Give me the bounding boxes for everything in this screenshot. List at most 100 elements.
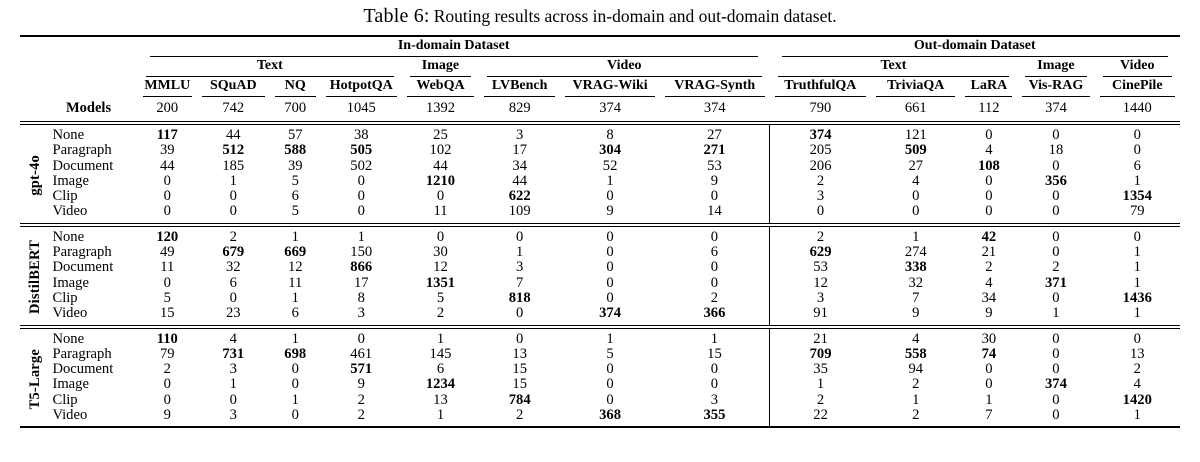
data-cell: 4 bbox=[1133, 376, 1141, 393]
data-cell: 0 bbox=[357, 172, 365, 189]
dataset-header-label: TriviaQA bbox=[887, 78, 945, 93]
subgroup-header-label: Text bbox=[256, 58, 283, 73]
data-cell: 1436 bbox=[1122, 289, 1152, 306]
data-cell: 1 bbox=[1133, 407, 1141, 424]
data-cell: 1 bbox=[1133, 172, 1141, 189]
dataset-header-underline: NQ bbox=[274, 77, 316, 97]
data-cell: 374 bbox=[769, 124, 872, 144]
data-cell: 18 bbox=[1048, 142, 1064, 159]
model-label-cell: T5-Large bbox=[20, 328, 50, 427]
data-cell: 9 bbox=[912, 305, 920, 322]
data-cell: 3 bbox=[357, 305, 365, 322]
data-cell: 9 bbox=[985, 305, 993, 322]
subgroup-header-text: Text bbox=[138, 57, 402, 77]
separator-line bbox=[20, 121, 1180, 125]
data-cell: 205 bbox=[769, 142, 872, 159]
data-cell: 39 bbox=[287, 157, 303, 174]
subgroup-header-video: Video bbox=[479, 57, 769, 77]
data-cell: 338 bbox=[904, 259, 927, 276]
data-cell: 42 bbox=[981, 228, 997, 245]
header-row-groups: In-domain Dataset Out-domain Dataset bbox=[20, 36, 1180, 57]
routing-table: In-domain Dataset Out-domain Dataset Text I… bbox=[20, 35, 1180, 429]
data-cell: 669 bbox=[284, 244, 307, 261]
data-cell: 1 bbox=[291, 391, 299, 408]
table-row: Video 0 0 5 0 11 109 9 14 0 0 0 0 79 bbox=[20, 203, 1180, 224]
models-column-header: Models bbox=[66, 100, 112, 116]
row-label-paragraph: Paragraph bbox=[52, 142, 112, 159]
data-cell: 1351 bbox=[425, 274, 456, 291]
dataset-header-underline: LVBench bbox=[484, 77, 556, 97]
double-rule-separator bbox=[20, 324, 1180, 329]
data-cell: 15 bbox=[707, 345, 722, 362]
data-cell: 13 bbox=[512, 345, 527, 362]
data-cell: 34 bbox=[512, 157, 527, 174]
data-cell: 22 bbox=[769, 407, 872, 428]
dataset-header-underline: SQuAD bbox=[201, 77, 265, 97]
data-cell: 0 bbox=[606, 274, 614, 291]
data-cell: 1 bbox=[1133, 244, 1141, 261]
separator-line bbox=[20, 324, 1180, 329]
data-cell: 17 bbox=[512, 142, 527, 159]
data-cell: 0 bbox=[357, 203, 365, 220]
data-cell: 2 bbox=[357, 407, 365, 424]
data-cell: 0 bbox=[516, 228, 524, 245]
data-cell: 15 bbox=[512, 361, 527, 378]
table-row: Image 0 6 11 17 1351 7 0 0 12 32 4 371 1 bbox=[20, 274, 1180, 291]
dataset-header-underline: Vis-RAG bbox=[1022, 77, 1090, 97]
data-cell: 1 bbox=[291, 330, 299, 347]
data-cell: 1 bbox=[436, 407, 445, 424]
table-row: Clip 0 0 1 2 13 784 0 3 2 1 1 0 1420 bbox=[20, 391, 1180, 409]
data-cell: 0 bbox=[163, 274, 171, 291]
data-cell: 304 bbox=[599, 142, 622, 159]
row-label-document: Document bbox=[52, 361, 114, 378]
data-cell: 4 bbox=[985, 142, 993, 159]
data-cell: 9 bbox=[710, 172, 719, 189]
model-block-distilbert: DistilBERT None 120 2 1 1 0 0 0 0 2 1 42 0 0 Paragraph 4… bbox=[20, 226, 1180, 326]
data-cell: 1 bbox=[1133, 305, 1141, 322]
data-cell: 2 bbox=[1052, 259, 1060, 276]
data-cell: 0 bbox=[606, 228, 614, 245]
data-cell: 3 bbox=[229, 407, 237, 424]
data-cell: 6 bbox=[436, 361, 445, 378]
data-cell: 1234 bbox=[425, 376, 456, 393]
data-cell: 7 bbox=[912, 289, 920, 306]
data-cell: 3 bbox=[516, 259, 524, 276]
model-block-gpt-4o: gpt-4o None 117 44 57 38 25 3 8 27 374 121 0 0 0 Paragr… bbox=[20, 124, 1180, 224]
data-cell: 0 bbox=[1052, 228, 1060, 245]
data-cell: 0 bbox=[606, 391, 614, 408]
data-cell: 94 bbox=[908, 361, 924, 378]
data-cell: 23 bbox=[225, 305, 241, 322]
data-cell: 1 bbox=[291, 289, 299, 306]
separator-row bbox=[20, 121, 1180, 125]
data-cell: 0 bbox=[229, 203, 237, 220]
model-label-cell: gpt-4o bbox=[20, 125, 50, 224]
data-cell: 1 bbox=[606, 172, 614, 189]
data-cell: 44 bbox=[512, 172, 527, 189]
data-cell: 2 bbox=[769, 226, 872, 246]
data-cell: 34 bbox=[981, 289, 997, 306]
row-label-document: Document bbox=[52, 259, 114, 276]
dataset-header-label: MMLU bbox=[144, 78, 191, 93]
row-label-none: None bbox=[52, 330, 85, 347]
header-row-datasets: MMLU SQuAD NQ HotpotQA WebQA LVBench VRAG-Wiki… bbox=[20, 77, 1180, 97]
data-cell: 53 bbox=[707, 157, 722, 174]
model-block-t5-large: T5-Large None 110 4 1 0 1 0 1 1 21 4 30 0 0 Paragraph 79… bbox=[20, 328, 1180, 428]
data-cell: 356 bbox=[1044, 172, 1067, 189]
count-triviaqa: 661 bbox=[904, 100, 927, 116]
data-cell: 509 bbox=[904, 142, 927, 159]
data-cell: 2 bbox=[912, 407, 920, 424]
data-cell: 0 bbox=[1052, 188, 1060, 205]
data-cell: 206 bbox=[769, 158, 872, 174]
data-cell: 0 bbox=[1133, 330, 1141, 347]
row-label-clip: Clip bbox=[52, 289, 78, 306]
subgroup-header-underline: Image bbox=[409, 57, 472, 77]
data-cell: 2 bbox=[1133, 361, 1141, 378]
data-cell: 2 bbox=[229, 228, 237, 245]
data-cell: 27 bbox=[908, 157, 924, 174]
data-cell: 709 bbox=[769, 346, 872, 363]
data-cell: 0 bbox=[1133, 127, 1141, 143]
data-cell: 0 bbox=[606, 259, 614, 276]
dataset-header-underline: HotpotQA bbox=[325, 77, 397, 97]
data-cell: 4 bbox=[985, 274, 993, 291]
data-cell: 0 bbox=[163, 203, 171, 220]
